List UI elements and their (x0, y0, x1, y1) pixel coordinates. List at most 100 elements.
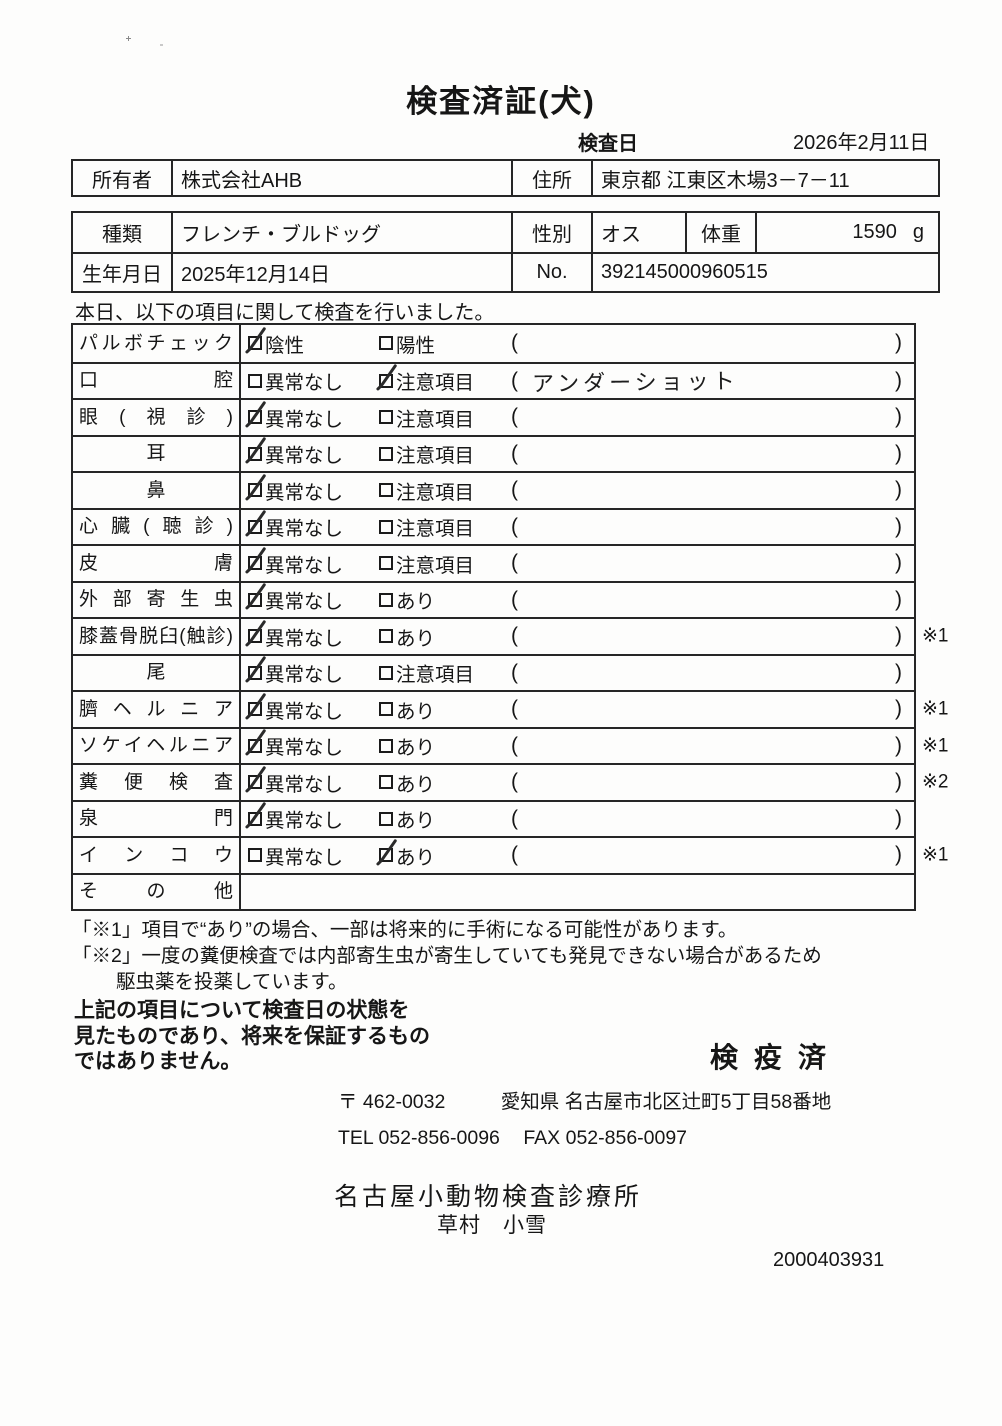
footnote-2: 「※2」一度の糞便検査では内部寄生虫が寄生していても発見できない場合があるため (72, 945, 822, 967)
owner-address-value: 東京都 江東区木場3－7－11 (601, 169, 850, 192)
paren-open: ( (511, 405, 518, 429)
checkbox-icon[interactable] (248, 373, 262, 388)
findings-field: ( ) (511, 405, 902, 429)
checklist-option-2: あり (379, 841, 511, 870)
paren-open: ( (511, 551, 518, 575)
option-1-label: 異常なし (265, 846, 344, 869)
findings-field: ( ) (511, 551, 902, 575)
checklist-option-1: 異常なし (248, 585, 379, 614)
remark-mark: ※1 (922, 698, 949, 720)
checkbox-icon[interactable] (248, 519, 262, 534)
checkbox-icon[interactable] (248, 483, 262, 498)
checkbox-icon[interactable] (379, 848, 393, 863)
checkbox-icon[interactable] (379, 775, 393, 790)
checklist-table: パルボチェック 陰性 陽性 ( ) (71, 323, 949, 911)
checkbox-icon[interactable] (379, 738, 393, 753)
checkbox-icon[interactable] (248, 629, 262, 644)
disclaimer-line-1: 上記の項目について検査日の状態を (74, 999, 410, 1022)
checkbox-icon[interactable] (379, 410, 393, 425)
checkbox-icon[interactable] (248, 848, 262, 863)
checklist-row: 臍ヘルニア 異常なし あり ( ) ※1 (73, 690, 949, 727)
checklist-option-2: 注意項目 (379, 403, 511, 432)
paren-close: ) (895, 551, 902, 575)
checklist-item-label: インコウ (79, 844, 233, 866)
findings-field: ( ) (511, 624, 902, 648)
checkbox-icon[interactable] (248, 775, 262, 790)
option-2-label: 陽性 (396, 334, 436, 357)
option-2-label: 注意項目 (396, 372, 475, 395)
option-1-label: 陰性 (265, 334, 305, 357)
checklist-row: パルボチェック 陰性 陽性 ( ) (73, 325, 914, 362)
checkbox-icon[interactable] (379, 811, 393, 826)
footnote-1: 「※1」項目で“あり”の場合、一部は将来的に手術になる可能性があります。 (72, 919, 738, 941)
checklist-option-2: 注意項目 (379, 476, 511, 505)
checklist-item-label: 鼻 (146, 479, 166, 501)
paren-close: ) (895, 405, 902, 429)
checkbox-icon[interactable] (379, 556, 393, 571)
footnote-2-continued: 駆虫薬を投薬しています。 (116, 971, 348, 993)
remark-mark: ※1 (922, 625, 949, 647)
owner-value: 株式会社AHB (173, 161, 513, 195)
option-2-label: 注意項目 (396, 445, 475, 468)
checklist-option-1: 異常なし (248, 549, 379, 578)
checklist-option-2: あり (379, 731, 511, 760)
findings-field: ( アンダーショット ) (511, 365, 902, 397)
exam-date-label: 検査日 (578, 133, 638, 155)
option-2-label: あり (396, 591, 436, 614)
owner-table: 所有者 株式会社AHB 住所 東京都 江東区木場3－7－11 (71, 159, 940, 197)
page-title: 検査済証(犬) (406, 84, 596, 119)
option-1-label: 異常なし (265, 372, 344, 395)
checkbox-icon[interactable] (379, 665, 393, 680)
disclaimer: 上記の項目について検査日の状態を 見たものであり、将来を保証するもの ではありま… (74, 998, 430, 1075)
checkbox-icon[interactable] (248, 665, 262, 680)
sex-label: 性別 (513, 213, 593, 252)
option-2-label: 注意項目 (396, 481, 475, 504)
checkbox-icon[interactable] (379, 373, 393, 388)
checkbox-icon[interactable] (379, 592, 393, 607)
findings-field: ( ) (511, 843, 902, 867)
checklist-item-label: 眼(視診) (79, 406, 233, 428)
clinic-fax: FAX 052-856-0097 (523, 1127, 688, 1149)
option-2-label: 注意項目 (396, 554, 475, 577)
checkbox-icon[interactable] (379, 702, 393, 717)
weight-value: 1590 (852, 221, 897, 243)
checkbox-icon[interactable] (248, 556, 262, 571)
checkbox-icon[interactable] (248, 811, 262, 826)
checkbox-icon[interactable] (248, 446, 262, 461)
checkbox-icon[interactable] (379, 629, 393, 644)
option-1-label: 異常なし (265, 408, 344, 431)
checklist-row: 泉門 異常なし あり ( ) (73, 799, 914, 836)
exam-date-value: 2026年2月11日 (793, 132, 930, 154)
checkbox-icon[interactable] (248, 592, 262, 607)
checkbox-icon[interactable] (248, 410, 262, 425)
checklist-row: 膝蓋骨脱臼(触診) 異常なし あり ( ) ※1 (73, 617, 949, 654)
checklist-option-1: 陰性 (248, 329, 379, 358)
option-2-label: あり (396, 846, 436, 869)
checklist-item-label: 耳 (146, 443, 166, 465)
option-2-label: あり (396, 627, 436, 650)
scan-noise-mark (126, 36, 131, 41)
paren-close: ) (895, 331, 902, 355)
checkbox-icon[interactable] (379, 519, 393, 534)
checkbox-icon[interactable] (248, 738, 262, 753)
findings-field: ( ) (511, 515, 902, 539)
paren-close: ) (895, 441, 902, 465)
checklist-item-label: 外部寄生虫 (79, 589, 233, 611)
checkbox-icon[interactable] (379, 483, 393, 498)
option-1-label: 異常なし (265, 591, 344, 614)
checkbox-icon[interactable] (248, 702, 262, 717)
paren-close: ) (895, 733, 902, 757)
checkbox-icon[interactable] (379, 446, 393, 461)
owner-label: 所有者 (73, 161, 173, 195)
clinic-contact-line: TEL 052-856-0096 FAX 052-856-0097 (338, 1127, 687, 1150)
checkbox-icon[interactable] (248, 336, 262, 351)
checklist-row: 鼻 異常なし 注意項目 ( ) (73, 471, 914, 508)
paren-close: ) (895, 697, 902, 721)
paren-close: ) (895, 770, 902, 794)
checklist-option-1: 異常なし (248, 403, 379, 432)
checklist-row: 外部寄生虫 異常なし あり ( ) (73, 580, 914, 617)
checkbox-icon[interactable] (379, 336, 393, 351)
checklist-option-1: 異常なし (248, 731, 379, 760)
paren-open: ( (511, 697, 518, 721)
option-1-label: 異常なし (265, 481, 344, 504)
